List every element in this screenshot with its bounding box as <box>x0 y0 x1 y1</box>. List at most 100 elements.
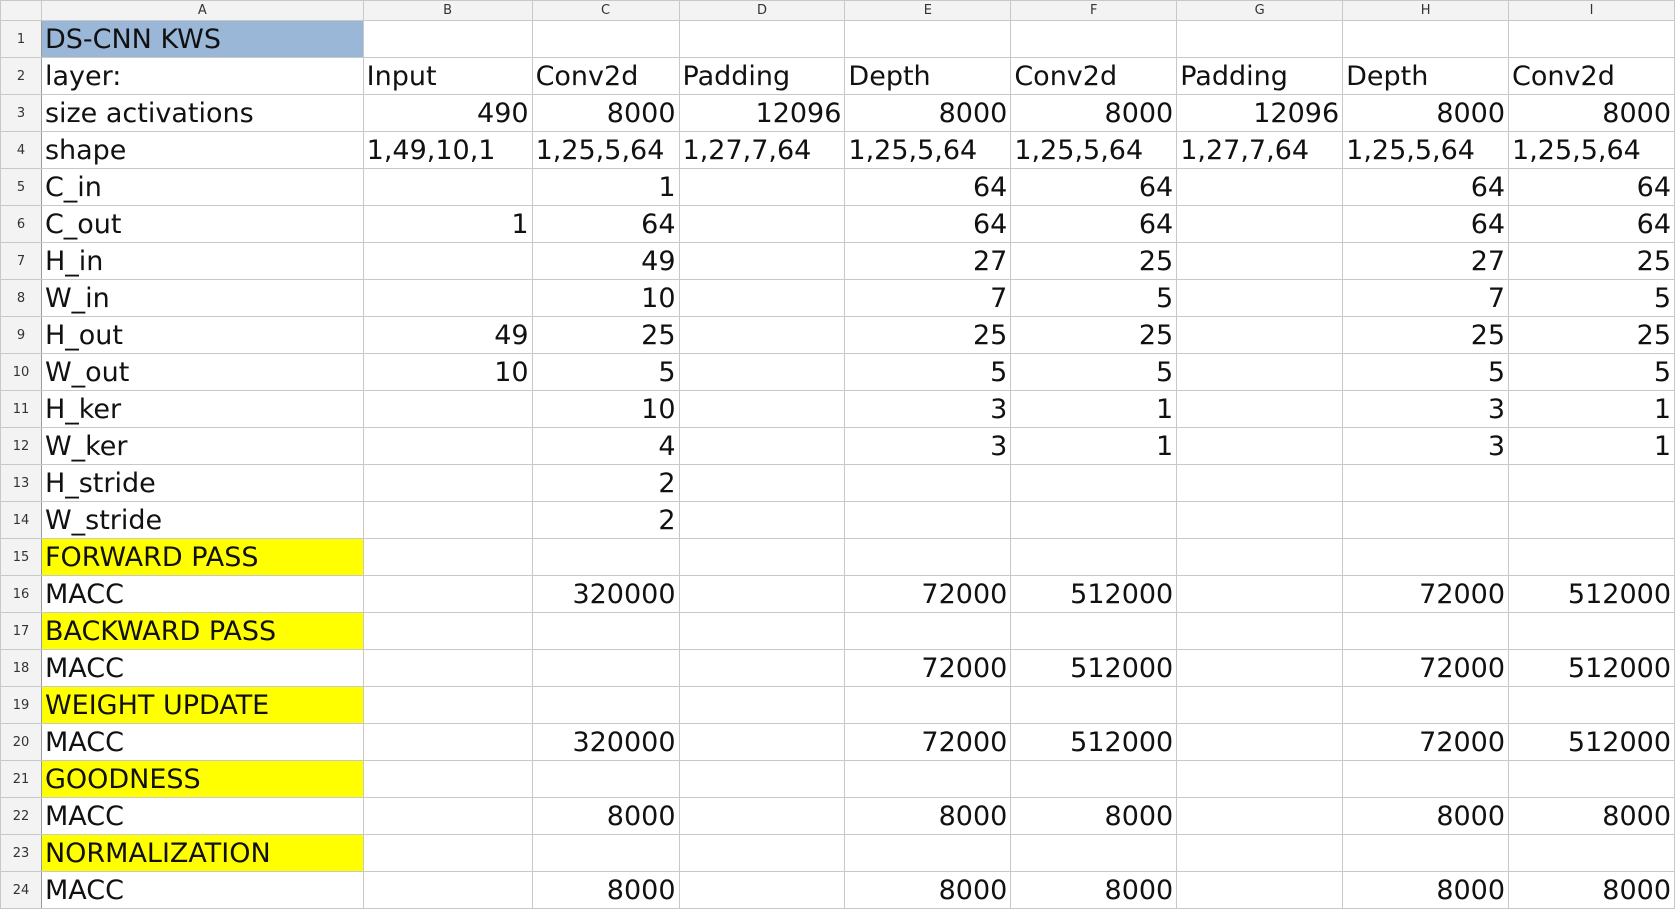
row-header[interactable]: 14 <box>0 501 42 539</box>
cell-b6[interactable]: 1 <box>362 205 533 243</box>
cell-i17[interactable] <box>1508 612 1675 650</box>
cell-e2[interactable]: Depth <box>844 57 1012 95</box>
cell-f20[interactable]: 512000 <box>1010 723 1178 761</box>
cell-f3[interactable]: 8000 <box>1010 94 1178 132</box>
cell-i7[interactable]: 25 <box>1508 242 1675 280</box>
cell-c15[interactable] <box>531 538 680 576</box>
cell-c23[interactable] <box>531 834 680 872</box>
cell-h1[interactable] <box>1342 20 1510 58</box>
cell-h10[interactable]: 5 <box>1342 353 1510 391</box>
cell-i3[interactable]: 8000 <box>1508 94 1675 132</box>
cell-e19[interactable] <box>844 686 1012 724</box>
cell-d1[interactable] <box>678 20 846 58</box>
row-header[interactable]: 5 <box>0 168 42 206</box>
row-header[interactable]: 9 <box>0 316 42 354</box>
cell-e15[interactable] <box>844 538 1012 576</box>
cell-d4[interactable]: 1,27,7,64 <box>678 131 846 169</box>
row-header[interactable]: 22 <box>0 797 42 835</box>
cell-b18[interactable] <box>362 649 533 687</box>
row-header[interactable]: 7 <box>0 242 42 280</box>
cell-d22[interactable] <box>678 797 846 835</box>
cell-c5[interactable]: 1 <box>531 168 680 206</box>
cell-h16[interactable]: 72000 <box>1342 575 1510 613</box>
cell-b13[interactable] <box>362 464 533 502</box>
cell-i6[interactable]: 64 <box>1508 205 1675 243</box>
cell-c18[interactable] <box>531 649 680 687</box>
cell-c17[interactable] <box>531 612 680 650</box>
cell-g6[interactable] <box>1176 205 1344 243</box>
cell-f24[interactable]: 8000 <box>1010 871 1178 909</box>
cell-f5[interactable]: 64 <box>1010 168 1178 206</box>
cell-a22[interactable]: MACC <box>40 797 364 835</box>
cell-i19[interactable] <box>1508 686 1675 724</box>
cell-h8[interactable]: 7 <box>1342 279 1510 317</box>
row-header[interactable]: 18 <box>0 649 42 687</box>
cell-i22[interactable]: 8000 <box>1508 797 1675 835</box>
cell-e24[interactable]: 8000 <box>844 871 1012 909</box>
cell-g1[interactable] <box>1176 20 1344 58</box>
row-header[interactable]: 6 <box>0 205 42 243</box>
cell-b14[interactable] <box>362 501 533 539</box>
cell-c3[interactable]: 8000 <box>531 94 680 132</box>
cell-a10[interactable]: W_out <box>40 353 364 391</box>
cell-c12[interactable]: 4 <box>531 427 680 465</box>
cell-d13[interactable] <box>678 464 846 502</box>
cell-f10[interactable]: 5 <box>1010 353 1178 391</box>
cell-f2[interactable]: Conv2d <box>1010 57 1178 95</box>
cell-b21[interactable] <box>362 760 533 798</box>
cell-c16[interactable]: 320000 <box>531 575 680 613</box>
cell-g8[interactable] <box>1176 279 1344 317</box>
cell-a7[interactable]: H_in <box>40 242 364 280</box>
cell-i14[interactable] <box>1508 501 1675 539</box>
cell-c4[interactable]: 1,25,5,64 <box>531 131 680 169</box>
select-all-corner[interactable] <box>0 0 42 21</box>
cell-a17[interactable]: BACKWARD PASS <box>40 612 364 650</box>
cell-d9[interactable] <box>678 316 846 354</box>
cell-d7[interactable] <box>678 242 846 280</box>
cell-a18[interactable]: MACC <box>40 649 364 687</box>
cell-i8[interactable]: 5 <box>1508 279 1675 317</box>
row-header[interactable]: 11 <box>0 390 42 428</box>
cell-a14[interactable]: W_stride <box>40 501 364 539</box>
row-header[interactable]: 10 <box>0 353 42 391</box>
cell-d2[interactable]: Padding <box>678 57 846 95</box>
cell-a2[interactable]: layer: <box>40 57 364 95</box>
row-header[interactable]: 13 <box>0 464 42 502</box>
cell-g5[interactable] <box>1176 168 1344 206</box>
cell-b17[interactable] <box>362 612 533 650</box>
cell-h15[interactable] <box>1342 538 1510 576</box>
row-header[interactable]: 8 <box>0 279 42 317</box>
cell-e21[interactable] <box>844 760 1012 798</box>
row-header[interactable]: 12 <box>0 427 42 465</box>
cell-a20[interactable]: MACC <box>40 723 364 761</box>
cell-f6[interactable]: 64 <box>1010 205 1178 243</box>
cell-h9[interactable]: 25 <box>1342 316 1510 354</box>
row-header[interactable]: 21 <box>0 760 42 798</box>
cell-g23[interactable] <box>1176 834 1344 872</box>
cell-g20[interactable] <box>1176 723 1344 761</box>
row-header[interactable]: 2 <box>0 57 42 95</box>
cell-h5[interactable]: 64 <box>1342 168 1510 206</box>
cell-a16[interactable]: MACC <box>40 575 364 613</box>
cell-b8[interactable] <box>362 279 533 317</box>
cell-f4[interactable]: 1,25,5,64 <box>1010 131 1178 169</box>
cell-i10[interactable]: 5 <box>1508 353 1675 391</box>
cell-g4[interactable]: 1,27,7,64 <box>1176 131 1344 169</box>
row-header[interactable]: 4 <box>0 131 42 169</box>
cell-d19[interactable] <box>678 686 846 724</box>
cell-e3[interactable]: 8000 <box>844 94 1012 132</box>
cell-h21[interactable] <box>1342 760 1510 798</box>
cell-d10[interactable] <box>678 353 846 391</box>
cell-h11[interactable]: 3 <box>1342 390 1510 428</box>
column-header-f[interactable]: F <box>1010 0 1178 21</box>
cell-h4[interactable]: 1,25,5,64 <box>1342 131 1510 169</box>
cell-e10[interactable]: 5 <box>844 353 1012 391</box>
cell-g21[interactable] <box>1176 760 1344 798</box>
cell-f13[interactable] <box>1010 464 1178 502</box>
cell-c21[interactable] <box>531 760 680 798</box>
cell-f16[interactable]: 512000 <box>1010 575 1178 613</box>
cell-a1[interactable]: DS-CNN KWS <box>40 20 364 58</box>
cell-b2[interactable]: Input <box>362 57 533 95</box>
cell-i12[interactable]: 1 <box>1508 427 1675 465</box>
